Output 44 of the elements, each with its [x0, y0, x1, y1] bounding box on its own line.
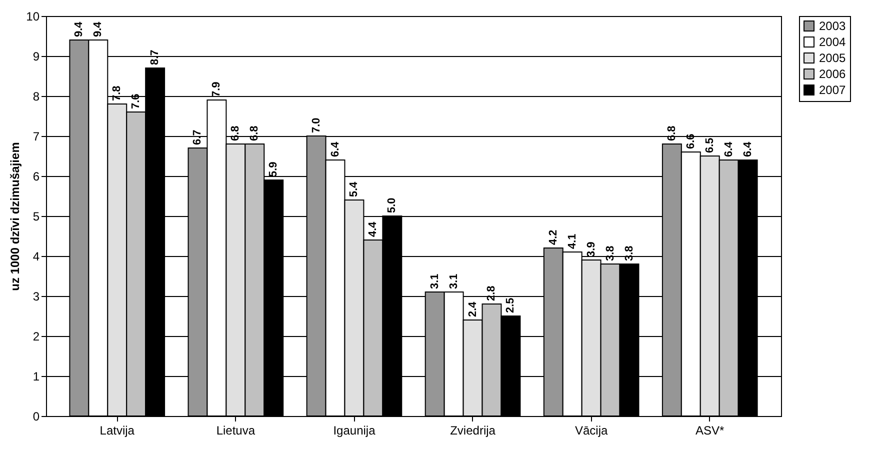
legend-label: 2004	[819, 35, 846, 49]
data-label: 4.4	[367, 220, 380, 237]
data-label: 2.4	[466, 300, 479, 317]
x-tick-label: Lietuva	[216, 424, 256, 438]
data-label: 5.4	[348, 180, 360, 197]
data-label: 6.4	[742, 140, 754, 157]
data-label: 4.2	[547, 230, 560, 245]
y-tick-label: 8	[32, 90, 40, 104]
data-label: 7.9	[210, 82, 223, 97]
y-tick-label: 3	[32, 290, 40, 304]
y-tick-label: 1	[32, 370, 40, 384]
y-axis-title: uz 1000 dzīvi dzimušajiem	[8, 142, 22, 291]
y-tick-label: 6	[32, 170, 40, 184]
data-label: 6.4	[329, 140, 342, 157]
data-label: 8.7	[149, 50, 162, 65]
x-tick-label: Latvija	[100, 424, 135, 438]
legend-label: 2003	[819, 19, 846, 33]
data-label: 9.4	[92, 20, 104, 37]
data-label: 5.0	[386, 198, 398, 213]
data-label: 6.5	[704, 138, 716, 153]
data-label: 2.5	[504, 298, 517, 313]
x-tick-label: ASV*	[696, 424, 725, 438]
data-label: 9.4	[73, 20, 86, 37]
y-tick-label: 10	[26, 10, 40, 24]
data-label: 6.7	[192, 130, 204, 145]
data-label: 3.9	[585, 242, 598, 257]
legend-label: 2006	[819, 67, 846, 81]
y-tick-label: 2	[32, 330, 40, 344]
data-label: 7.0	[310, 118, 322, 133]
data-label: 3.1	[448, 274, 460, 289]
legend-label: 2007	[819, 83, 846, 97]
data-label: 5.9	[268, 162, 280, 177]
x-tick-label: Vācija	[574, 424, 608, 438]
y-tick-label: 0	[32, 410, 40, 424]
data-label: 6.4	[722, 140, 735, 157]
y-tick-label: 9	[32, 50, 40, 64]
y-tick-label: 4	[32, 250, 40, 264]
y-tick-label: 7	[32, 130, 40, 144]
y-tick-label: 5	[32, 210, 40, 224]
data-label: 4.1	[566, 234, 578, 249]
data-label: 3.1	[428, 274, 441, 289]
x-tick-label: Zviedrija	[450, 424, 496, 438]
legend-label: 2005	[819, 51, 846, 65]
x-tick-label: Igaunija	[333, 424, 376, 438]
